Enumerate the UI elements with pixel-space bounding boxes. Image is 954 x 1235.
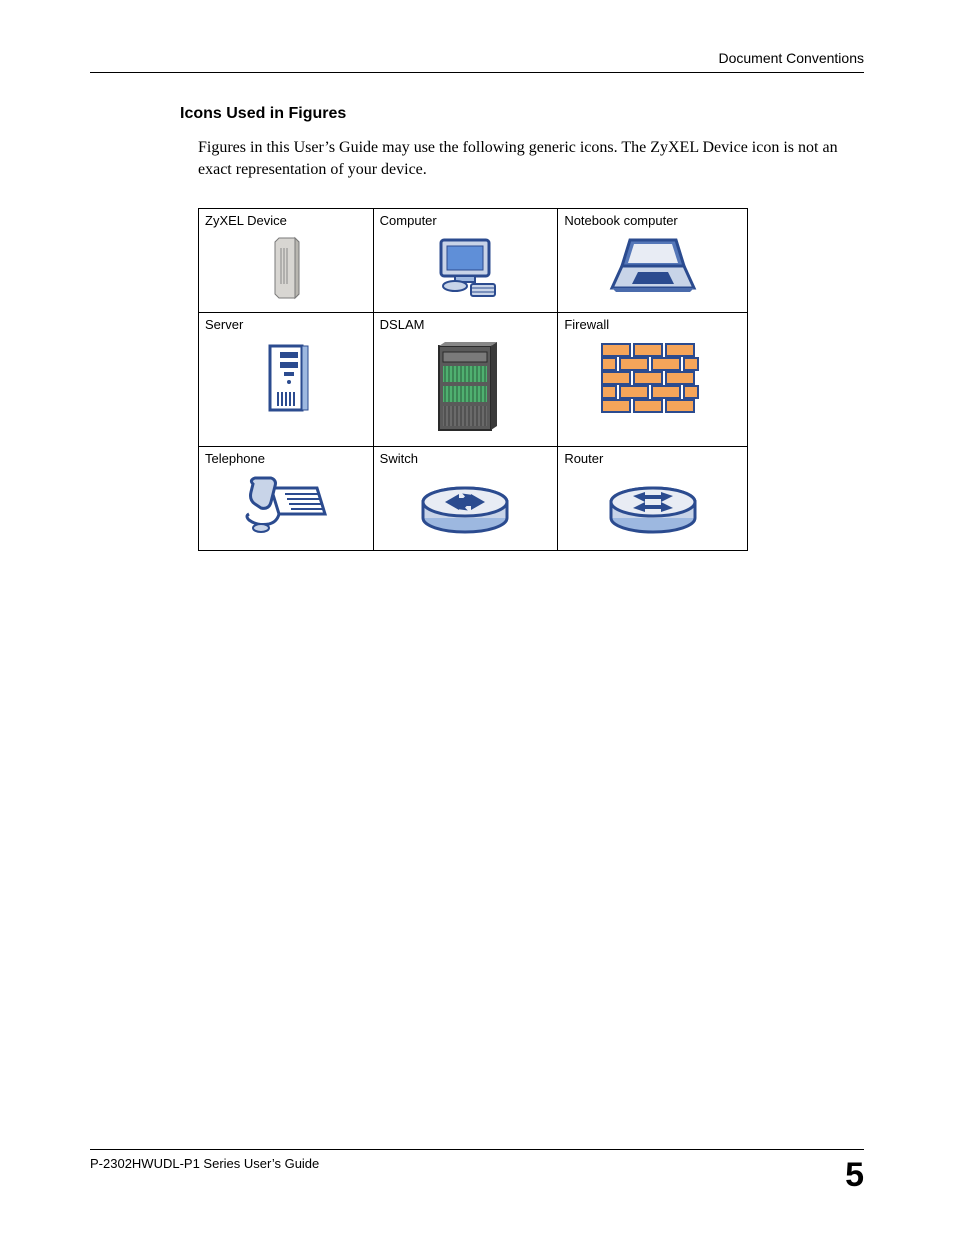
cell-label: Notebook computer [564,213,741,228]
cell-label: Switch [380,451,552,466]
computer-icon [380,232,552,308]
table-row: ZyXEL Device Computer [199,209,748,313]
footer-guide-name: P-2302HWUDL-P1 Series User’s Guide [90,1156,319,1171]
telephone-icon [205,470,367,546]
icons-table: ZyXEL Device Computer [198,208,748,551]
cell-label: ZyXEL Device [205,213,367,228]
notebook-icon [564,232,741,302]
page-footer: P-2302HWUDL-P1 Series User’s Guide 5 [90,1149,864,1195]
firewall-icon [564,336,741,428]
footer-page-number: 5 [845,1156,864,1195]
table-row: Telephone Switch [199,447,748,551]
cell-label: Server [205,317,367,332]
table-row: Server [199,313,748,447]
zyxel-device-icon [205,232,367,308]
intro-text: Figures in this User’s Guide may use the… [198,137,844,180]
cell-label: Firewall [564,317,741,332]
cell-label: DSLAM [380,317,552,332]
dslam-icon [380,336,552,442]
cell-label: Router [564,451,741,466]
router-icon [564,470,741,542]
cell-label: Telephone [205,451,367,466]
section-title: Icons Used in Figures [180,105,864,123]
switch-icon [380,470,552,542]
header-section: Document Conventions [90,50,864,73]
server-icon [205,336,367,426]
cell-label: Computer [380,213,552,228]
